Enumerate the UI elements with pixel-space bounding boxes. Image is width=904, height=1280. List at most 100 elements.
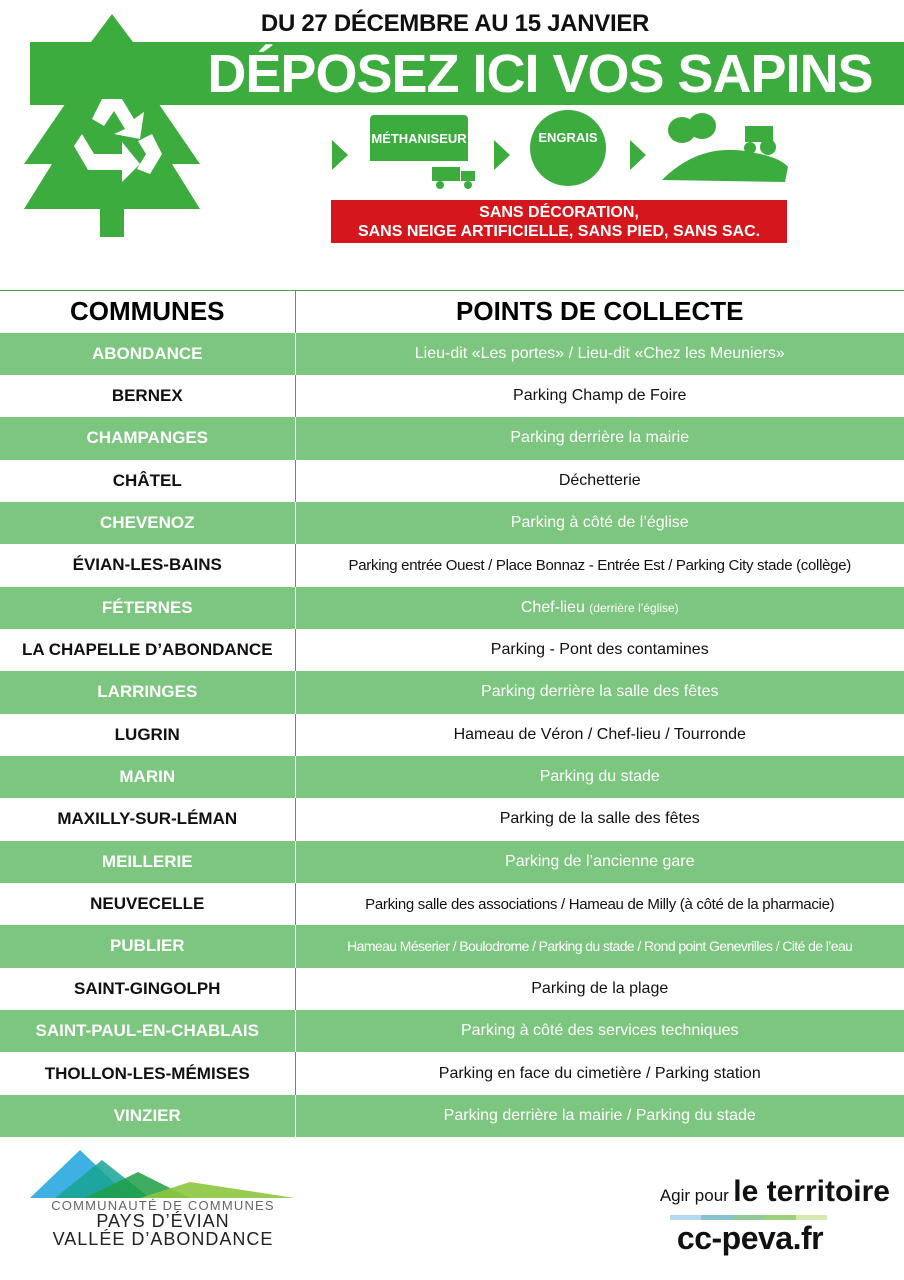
collection-point-text: Parking salle des associations / Hameau … bbox=[365, 895, 835, 913]
commune-cell: NEUVECELLE bbox=[0, 882, 296, 926]
commune-cell: MARIN bbox=[0, 755, 296, 799]
table-row: BERNEX Parking Champ de Foire bbox=[0, 374, 904, 418]
table-row: MAXILLY-SUR-LÉMAN Parking de la salle des… bbox=[0, 798, 904, 841]
commune-cell: VINZIER bbox=[0, 1094, 296, 1138]
commune-cell: MAXILLY-SUR-LÉMAN bbox=[0, 798, 296, 841]
commune-cell: CHEVENOZ bbox=[0, 501, 296, 545]
slogan: Agir pour le territoire bbox=[600, 1175, 890, 1209]
commune-cell: FÉTERNES bbox=[0, 586, 296, 629]
commune-cell: BERNEX bbox=[0, 374, 296, 418]
slogan-small: Agir pour bbox=[659, 1186, 729, 1205]
collection-point-text: Parking en face du cimetière / Parking s… bbox=[438, 1064, 761, 1082]
cc-peva-logo bbox=[30, 1150, 295, 1198]
table-row: CHEVENOZ Parking à côté de l’église bbox=[0, 501, 904, 545]
color-bar bbox=[670, 1215, 828, 1220]
farm-landscape-icon bbox=[662, 113, 788, 182]
collection-point-cell: Hameau de Véron / Chef-lieu / Tourronde bbox=[295, 714, 904, 756]
collection-point-cell: Parking derrière la mairie / Parking du … bbox=[295, 1094, 904, 1138]
table-row: SAINT-PAUL-EN-CHABLAIS Parking à côté des… bbox=[0, 1010, 904, 1053]
collection-point-note: (derrière l’église) bbox=[589, 600, 679, 615]
website-link[interactable]: cc-peva.fr bbox=[676, 1220, 824, 1256]
recycle-tree-icon bbox=[24, 14, 200, 237]
table-row: THOLLON-LES-MÉMISES Parking en face du ci… bbox=[0, 1052, 904, 1095]
collection-point-text: Parking à côté de l’église bbox=[510, 514, 689, 532]
column-header-points: POINTS DE COLLECTE bbox=[456, 296, 744, 327]
collection-point-text: Parking - Pont des contamines bbox=[490, 641, 709, 659]
collection-point-cell: Chef-lieu (derrière l’église) bbox=[295, 586, 904, 629]
table-row: NEUVECELLE Parking salle des associations… bbox=[0, 882, 904, 926]
truck-icon bbox=[432, 167, 475, 189]
collection-point-text: Parking de la salle des fêtes bbox=[499, 810, 700, 828]
table-row: LUGRIN Hameau de Véron / Chef-lieu / Tour… bbox=[0, 713, 904, 756]
table-row: ABONDANCE Lieu-dit «Les portes» / Lieu-di… bbox=[0, 332, 904, 375]
table-row: MEILLERIE Parking de l’ancienne gare bbox=[0, 840, 904, 883]
arrow-icon bbox=[494, 140, 510, 170]
collection-point-text: Parking Champ de Foire bbox=[513, 387, 687, 405]
collection-point-text: Parking entrée Ouest / Place Bonnaz - En… bbox=[348, 556, 852, 574]
table-row: ÉVIAN-LES-BAINS Parking entrée Ouest / Pl… bbox=[0, 544, 904, 587]
collection-point-text: Parking de la plage bbox=[531, 979, 669, 997]
table-row: LA CHAPELLE D’ABONDANCE Parking - Pont de… bbox=[0, 628, 904, 672]
collection-point-text: Parking derrière la salle des fêtes bbox=[481, 683, 719, 701]
slogan-big: le territoire bbox=[733, 1175, 890, 1208]
collection-point-text: Parking à côté des services techniques bbox=[461, 1022, 739, 1040]
collection-point-cell: Parking de l’ancienne gare bbox=[295, 840, 904, 883]
collection-point-cell: Parking - Pont des contamines bbox=[295, 629, 904, 671]
logo-text: COMMUNAUTÉ DE COMMUNES bbox=[51, 1198, 275, 1213]
warning-line: SANS DÉCORATION, bbox=[479, 204, 639, 221]
commune-cell: ABONDANCE bbox=[0, 332, 296, 375]
collection-point-cell: Parking à côté de l’église bbox=[295, 501, 904, 545]
title-band bbox=[30, 42, 904, 105]
commune-cell: CHÂTEL bbox=[0, 459, 296, 502]
commune-cell: THOLLON-LES-MÉMISES bbox=[0, 1052, 296, 1095]
collection-point-cell: Parking de la plage bbox=[295, 968, 904, 1010]
page-title: DÉPOSEZ ICI VOS SAPINS bbox=[207, 44, 873, 104]
collection-point-cell: Hameau Méserier / Boulodrome / Parking d… bbox=[295, 925, 904, 968]
engrais-icon: ENGRAIS bbox=[530, 110, 606, 186]
collection-point-text: Parking du stade bbox=[539, 768, 660, 786]
commune-cell: CHAMPANGES bbox=[0, 417, 296, 460]
logo-text: PAYS D’ÉVIAN bbox=[96, 1211, 230, 1231]
commune-cell: LARRINGES bbox=[0, 671, 296, 714]
collection-point-text: Hameau Méserier / Boulodrome / Parking d… bbox=[347, 938, 853, 955]
table-row: SAINT-GINGOLPH Parking de la plage bbox=[0, 967, 904, 1010]
commune-cell: PUBLIER bbox=[0, 925, 296, 968]
collection-point-cell: Parking en face du cimetière / Parking s… bbox=[295, 1052, 904, 1094]
commune-cell: LA CHAPELLE D’ABONDANCE bbox=[0, 628, 296, 672]
commune-cell: MEILLERIE bbox=[0, 840, 296, 883]
collection-point-cell: Parking entrée Ouest / Place Bonnaz - En… bbox=[295, 544, 904, 586]
arrow-icon bbox=[630, 140, 646, 170]
table-row: FÉTERNES Chef-lieu (derrière l’église) bbox=[0, 586, 904, 629]
column-header-communes: COMMUNES bbox=[0, 290, 296, 333]
warning-banner: SANS DÉCORATION, SANS NEIGE ARTIFICIELLE… bbox=[331, 200, 787, 243]
collection-point-text: Parking de l’ancienne gare bbox=[505, 852, 695, 870]
collection-point-cell: Parking derrière la salle des fêtes bbox=[295, 671, 904, 714]
collection-point-cell: Parking de la salle des fêtes bbox=[295, 798, 904, 840]
step-label: MÉTHANISEUR bbox=[371, 130, 467, 146]
commune-cell: ÉVIAN-LES-BAINS bbox=[0, 544, 296, 587]
table-row: CHAMPANGES Parking derrière la mairie bbox=[0, 417, 904, 460]
commune-cell: LUGRIN bbox=[0, 713, 296, 756]
warning-line: SANS NEIGE ARTIFICIELLE, SANS PIED, SANS… bbox=[357, 223, 761, 240]
commune-cell: SAINT-GINGOLPH bbox=[0, 967, 296, 1010]
methaniseur-icon: MÉTHANISEUR bbox=[370, 115, 468, 161]
collection-point-text: Parking derrière la mairie / Parking du … bbox=[443, 1106, 756, 1124]
collection-point-cell: Déchetterie bbox=[295, 460, 904, 502]
collection-point-text: Hameau de Véron / Chef-lieu / Tourronde bbox=[453, 725, 746, 743]
commune-cell: SAINT-PAUL-EN-CHABLAIS bbox=[0, 1010, 296, 1053]
collection-point-text: Parking derrière la mairie bbox=[510, 429, 690, 447]
table-row: LARRINGES Parking derrière la salle des f… bbox=[0, 671, 904, 714]
table-header-row: COMMUNES POINTS DE COLLECTE bbox=[0, 290, 904, 333]
collection-point-text: Lieu-dit «Les portes» / Lieu-dit «Chez l… bbox=[414, 344, 785, 362]
logo-text: VALLÉE D’ABONDANCE bbox=[52, 1229, 274, 1249]
step-label: ENGRAIS bbox=[538, 130, 598, 145]
collection-point-cell: Lieu-dit «Les portes» / Lieu-dit «Chez l… bbox=[295, 332, 904, 375]
collection-point-cell: Parking à côté des services techniques bbox=[295, 1010, 904, 1053]
table-row: CHÂTEL Déchetterie bbox=[0, 459, 904, 502]
table-row: VINZIER Parking derrière la mairie / Park… bbox=[0, 1094, 904, 1138]
table-row: PUBLIER Hameau Méserier / Boulodrome / Pa… bbox=[0, 925, 904, 968]
collection-point-text: Déchetterie bbox=[558, 471, 641, 489]
collection-point-cell: Parking du stade bbox=[295, 755, 904, 799]
arrow-icon bbox=[332, 140, 348, 170]
collection-point-cell: Parking salle des associations / Hameau … bbox=[295, 883, 904, 925]
